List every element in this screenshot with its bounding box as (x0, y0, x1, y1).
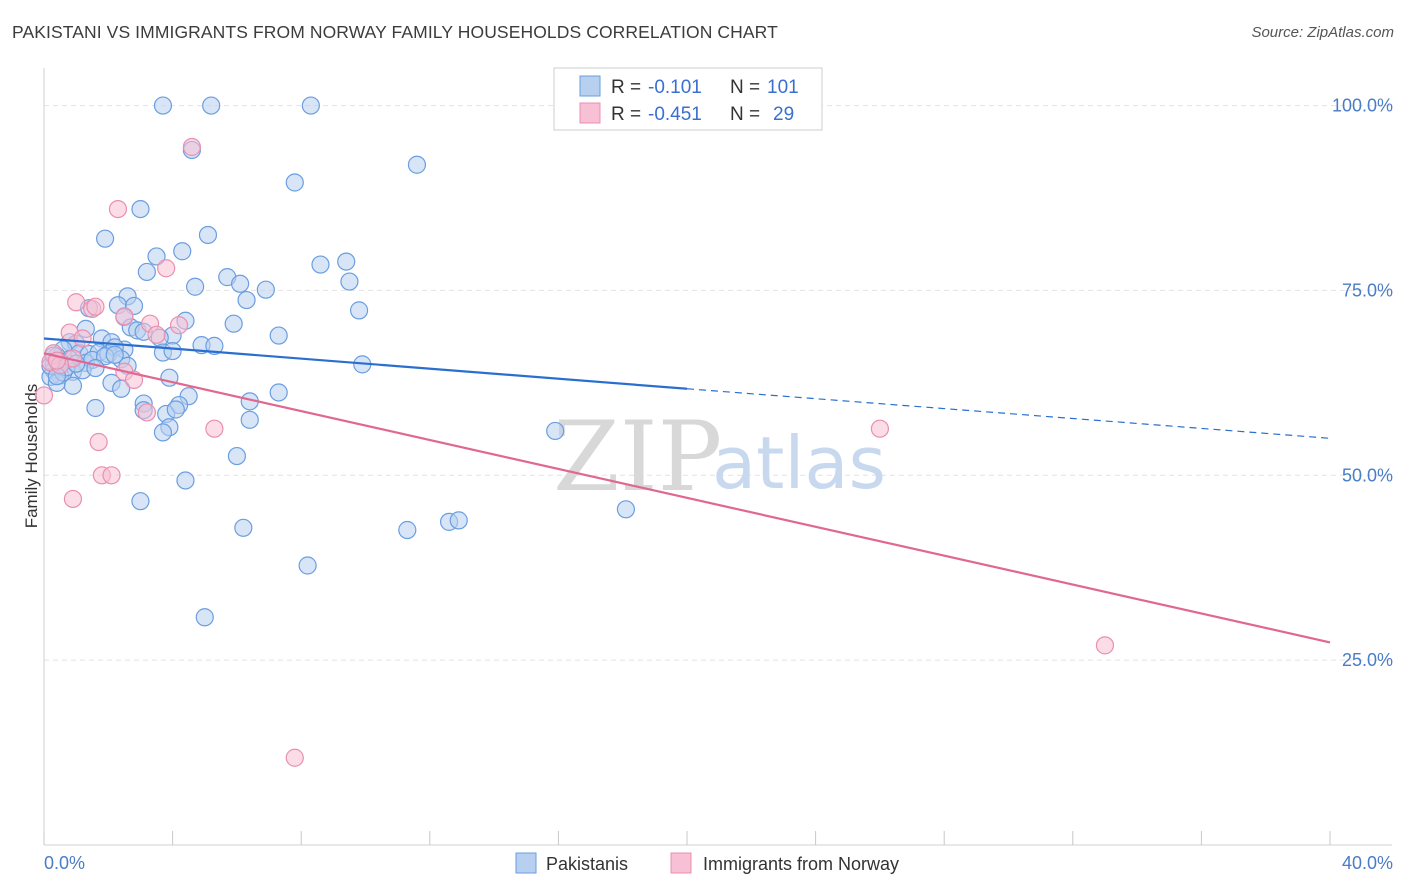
trend-line-pakistanis (43, 337, 688, 390)
watermark-zip: ZIP (553, 401, 722, 513)
legend-n-value-2: 29 (773, 104, 794, 125)
legend-n-label-2: N = (730, 104, 760, 125)
data-point (269, 383, 288, 402)
series-legend-swatch-pakistanis (515, 852, 537, 874)
legend-n-label-1: N = (730, 77, 760, 98)
data-point (63, 376, 83, 395)
data-point (340, 272, 359, 291)
legend: R = -0.101 N = 101 R = -0.451 N = 29 (553, 67, 823, 131)
y-tick-label-25: 25.0% (1342, 650, 1393, 670)
data-point (269, 326, 288, 345)
y-tick-labels: 25.0% 50.0% 75.0% 100.0% (1332, 96, 1393, 671)
series-legend-swatch-norway (670, 852, 692, 874)
x-tick-labels: 0.0% 40.0% (44, 853, 1393, 873)
data-point (227, 446, 246, 466)
legend-r-label-1: R = (611, 77, 641, 98)
data-point (86, 398, 105, 418)
x-tick-label-max: 40.0% (1342, 853, 1393, 873)
data-point (34, 386, 54, 405)
data-point (169, 316, 189, 335)
data-point (198, 225, 218, 245)
data-point (546, 421, 565, 441)
data-point (231, 274, 250, 293)
series-legend-label-pakistanis: Pakistanis (546, 854, 628, 874)
data-point (301, 96, 320, 115)
data-point (153, 423, 173, 442)
data-point (95, 229, 115, 248)
grid-lines (44, 105, 1392, 661)
data-point (337, 252, 356, 271)
data-point (285, 173, 304, 192)
axes (43, 68, 1392, 846)
y-tick-label-50: 50.0% (1342, 465, 1393, 485)
data-point (234, 518, 253, 537)
legend-n-value-1: 101 (767, 77, 799, 98)
watermark: ZIP atlas (553, 401, 886, 513)
data-point (137, 262, 156, 282)
data-point (616, 500, 636, 519)
data-point (163, 341, 182, 361)
data-point (153, 96, 173, 115)
data-point (105, 345, 124, 364)
data-point (205, 336, 224, 355)
legend-r-value-2: -0.451 (648, 104, 702, 125)
data-point (176, 471, 195, 490)
legend-swatch-pink (579, 102, 601, 124)
data-point (1095, 636, 1115, 655)
x-tick-label-min: 0.0% (44, 853, 85, 873)
data-point (870, 419, 890, 438)
legend-r-value-1: -0.101 (648, 77, 702, 98)
data-point (407, 155, 427, 174)
data-point (137, 403, 156, 422)
data-point (131, 492, 150, 511)
data-point (186, 277, 205, 296)
data-point (63, 489, 83, 509)
data-point (237, 290, 256, 310)
chart-source: Source: ZipAtlas.com (1251, 24, 1394, 41)
data-point (73, 329, 92, 348)
data-point (224, 314, 243, 333)
data-point (202, 96, 221, 115)
data-point (131, 199, 150, 219)
series-legend: Pakistanis Immigrants from Norway (515, 852, 899, 874)
data-point (449, 511, 468, 530)
data-point (67, 293, 86, 312)
series-legend-label-norway: Immigrants from Norway (703, 854, 899, 874)
data-point (147, 325, 166, 344)
chart-title: PAKISTANI VS IMMIGRANTS FROM NORWAY FAMI… (12, 22, 778, 42)
data-point (182, 137, 201, 157)
data-point (311, 255, 330, 274)
series-immigrants-from-norway (34, 137, 1115, 767)
data-point (89, 432, 108, 452)
data-point (108, 199, 128, 219)
trend-line-norway (43, 352, 1331, 644)
data-point (115, 307, 134, 326)
data-point (256, 280, 275, 299)
legend-swatch-blue (579, 75, 601, 97)
data-point (173, 242, 192, 261)
data-point (147, 247, 166, 266)
legend-r-label-2: R = (611, 104, 641, 125)
data-point (285, 748, 304, 767)
data-point (195, 608, 214, 627)
data-point (398, 520, 417, 540)
data-point (157, 259, 176, 278)
y-tick-label-75: 75.0% (1342, 280, 1393, 300)
data-point (166, 400, 185, 419)
data-point (102, 466, 121, 485)
y-tick-label-100: 100.0% (1332, 96, 1393, 116)
data-point (349, 301, 369, 320)
data-point (86, 297, 105, 316)
data-point (205, 419, 224, 438)
data-point (298, 556, 317, 575)
data-point (240, 410, 259, 429)
data-point (124, 370, 144, 390)
data-point (86, 358, 105, 378)
watermark-atlas: atlas (712, 421, 886, 505)
y-axis-label: Family Households (22, 384, 41, 529)
trend-lines (43, 337, 1331, 644)
